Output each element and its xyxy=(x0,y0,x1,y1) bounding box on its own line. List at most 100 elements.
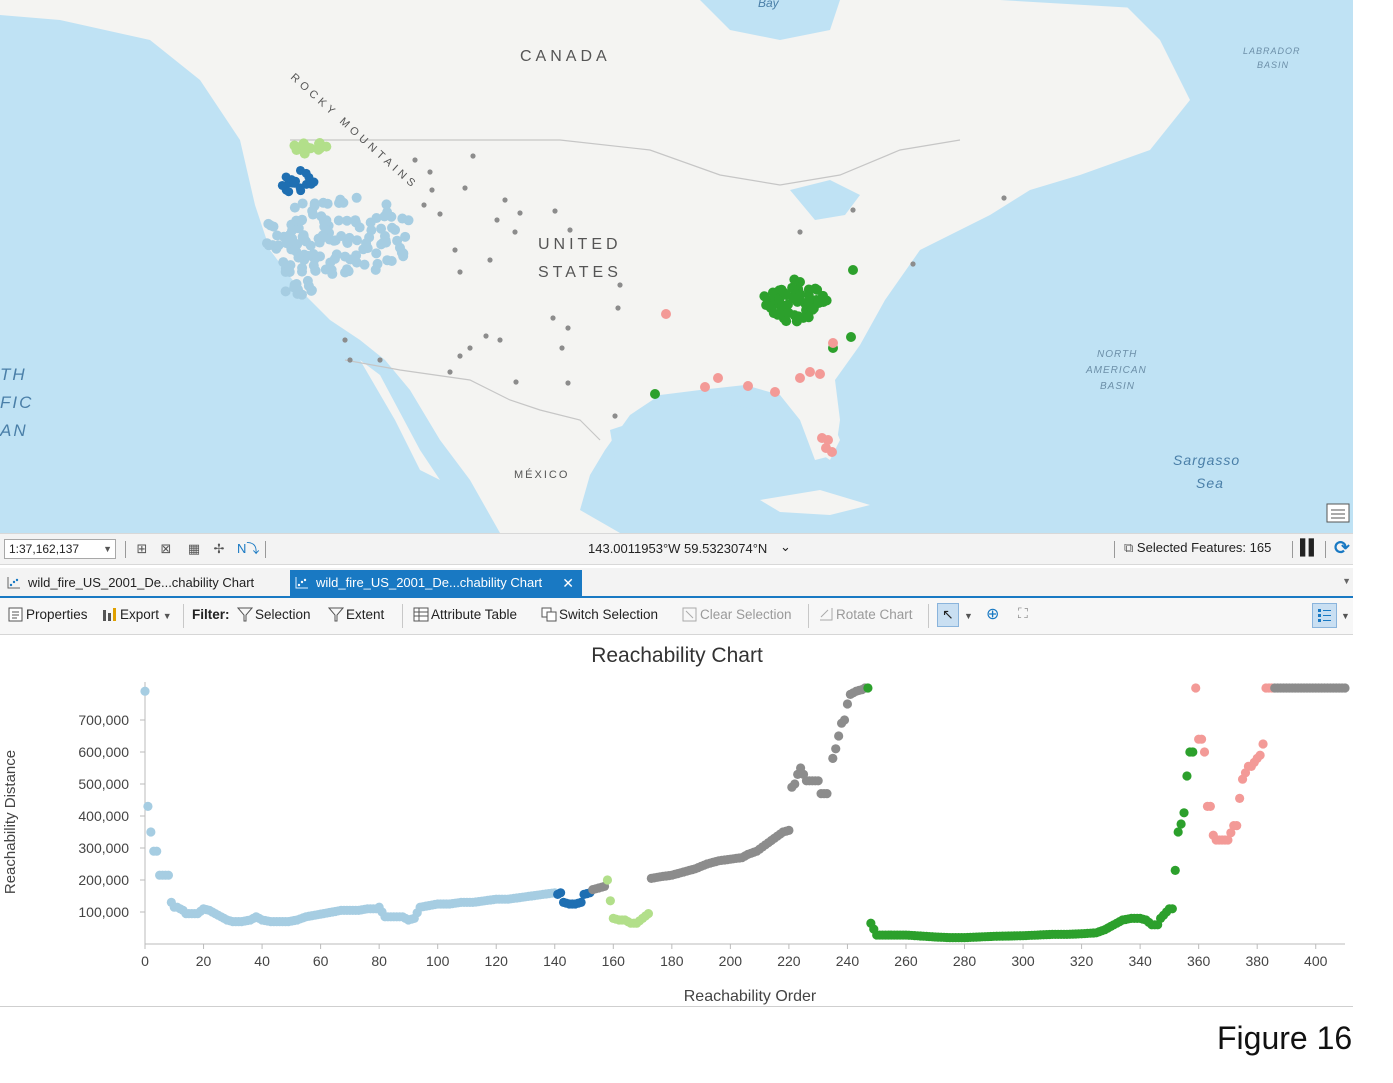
grid-icon[interactable]: ▦ xyxy=(187,541,201,556)
wildfire-point[interactable] xyxy=(297,231,308,242)
wildfire-point[interactable] xyxy=(341,264,352,275)
wildfire-point[interactable] xyxy=(344,232,355,243)
wildfire-point[interactable] xyxy=(380,235,391,246)
wildfire-point[interactable] xyxy=(372,258,383,269)
chart-point[interactable] xyxy=(834,731,844,741)
wildfire-point[interactable] xyxy=(565,325,571,331)
chart-point[interactable] xyxy=(1191,683,1201,693)
wildfire-point[interactable] xyxy=(379,211,390,222)
wildfire-point[interactable] xyxy=(347,357,353,363)
selected-features-count[interactable]: ⧉ Selected Features: 165 xyxy=(1124,540,1271,556)
chevron-down-icon[interactable]: ▼ xyxy=(964,611,973,621)
rotate-chart-button[interactable]: Rotate Chart xyxy=(818,607,913,622)
wildfire-point[interactable] xyxy=(285,260,296,271)
chart-point[interactable] xyxy=(1199,747,1210,757)
wildfire-point[interactable] xyxy=(559,345,565,351)
chart-point[interactable] xyxy=(1173,827,1183,837)
export-button[interactable]: Export ▼ xyxy=(102,607,172,622)
wildfire-point[interactable] xyxy=(371,248,382,259)
wildfire-point[interactable] xyxy=(848,265,858,275)
wildfire-point[interactable] xyxy=(612,413,618,419)
wildfire-point[interactable] xyxy=(789,274,800,285)
chart-point[interactable] xyxy=(784,825,794,835)
chart-point[interactable] xyxy=(602,875,613,885)
wildfire-point[interactable] xyxy=(617,282,623,288)
legend-toggle-button[interactable] xyxy=(1312,603,1337,628)
chart-point[interactable] xyxy=(1170,865,1180,875)
attribute-table-button[interactable]: Attribute Table xyxy=(413,607,517,622)
wildfire-point[interactable] xyxy=(289,140,300,151)
wildfire-point[interactable] xyxy=(394,242,405,253)
wildfire-point[interactable] xyxy=(850,207,856,213)
wildfire-point[interactable] xyxy=(321,215,332,226)
chevron-down-icon[interactable]: ⌄ xyxy=(780,539,791,554)
wildfire-point[interactable] xyxy=(327,268,338,279)
chart-point[interactable] xyxy=(842,699,853,709)
wildfire-point[interactable] xyxy=(324,234,335,245)
wildfire-point[interactable] xyxy=(502,197,508,203)
wildfire-point[interactable] xyxy=(661,309,671,319)
wildfire-point[interactable] xyxy=(315,234,326,245)
wildfire-point[interactable] xyxy=(281,238,292,249)
wildfire-point[interactable] xyxy=(263,218,274,229)
chevron-down-icon[interactable]: ▼ xyxy=(1341,611,1350,621)
wildfire-point[interactable] xyxy=(457,269,463,275)
wildfire-point[interactable] xyxy=(285,229,296,240)
wildfire-point[interactable] xyxy=(361,238,372,249)
wildfire-point[interactable] xyxy=(828,338,838,348)
wildfire-point[interactable] xyxy=(351,250,362,261)
wildfire-point[interactable] xyxy=(289,202,300,213)
chart-point[interactable] xyxy=(1255,750,1265,760)
wildfire-point[interactable] xyxy=(289,177,299,187)
wildfire-point[interactable] xyxy=(470,153,476,159)
chart-point[interactable] xyxy=(828,753,838,763)
wildfire-point[interactable] xyxy=(781,290,792,301)
switch-selection-button[interactable]: Switch Selection xyxy=(541,607,658,622)
wildfire-point[interactable] xyxy=(309,198,320,209)
wildfire-point[interactable] xyxy=(352,235,363,246)
chart-point[interactable] xyxy=(1179,808,1189,818)
wildfire-point[interactable] xyxy=(301,168,311,178)
filter-selection-button[interactable]: Selection xyxy=(237,607,311,622)
chart-point[interactable] xyxy=(556,888,566,898)
chart-point[interactable] xyxy=(152,846,162,856)
wildfire-point[interactable] xyxy=(910,261,916,267)
wildfire-point[interactable] xyxy=(812,284,823,295)
wildfire-point[interactable] xyxy=(340,251,351,262)
wildfire-point[interactable] xyxy=(713,373,723,383)
wildfire-point[interactable] xyxy=(272,230,283,241)
wildfire-point[interactable] xyxy=(342,337,348,343)
chart-point[interactable] xyxy=(1205,801,1215,811)
pause-drawing-icon[interactable]: ▌▌ xyxy=(1300,539,1319,556)
chart-point[interactable] xyxy=(163,870,174,880)
chart-point[interactable] xyxy=(143,801,153,811)
wildfire-point[interactable] xyxy=(487,257,493,263)
properties-button[interactable]: Properties xyxy=(8,607,88,622)
chevron-down-icon[interactable]: ▼ xyxy=(103,544,112,554)
tab-reachability-chart-2[interactable]: wild_fire_US_2001_De...chability Chart ✕ xyxy=(290,570,582,596)
wildfire-point[interactable] xyxy=(297,266,308,277)
wildfire-point[interactable] xyxy=(305,240,316,251)
chart-point[interactable] xyxy=(1235,793,1245,803)
wildfire-point[interactable] xyxy=(313,143,324,154)
wildfire-point[interactable] xyxy=(552,208,558,214)
wildfire-point[interactable] xyxy=(846,332,856,342)
wildfire-point[interactable] xyxy=(797,229,803,235)
wildfire-point[interactable] xyxy=(781,316,792,327)
wildfire-point[interactable] xyxy=(462,185,468,191)
wildfire-point[interactable] xyxy=(743,381,753,391)
chart-point[interactable] xyxy=(1340,683,1350,693)
clear-selection-button[interactable]: Clear Selection xyxy=(682,607,792,622)
chart-point[interactable] xyxy=(839,715,850,725)
fixed-zoom-icon[interactable]: ⊞ xyxy=(136,541,148,556)
chart-point[interactable] xyxy=(863,683,873,693)
scale-toggle-icon[interactable]: ⊠ xyxy=(160,541,172,556)
chart-point[interactable] xyxy=(813,776,823,786)
wildfire-point[interactable] xyxy=(322,198,333,209)
scale-dropdown[interactable]: 1:37,162,137 ▼ xyxy=(4,539,116,559)
wildfire-point[interactable] xyxy=(615,305,621,311)
chart-point[interactable] xyxy=(822,789,832,799)
wildfire-point[interactable] xyxy=(447,369,453,375)
wildfire-point[interactable] xyxy=(302,250,313,261)
wildfire-point[interactable] xyxy=(565,380,571,386)
